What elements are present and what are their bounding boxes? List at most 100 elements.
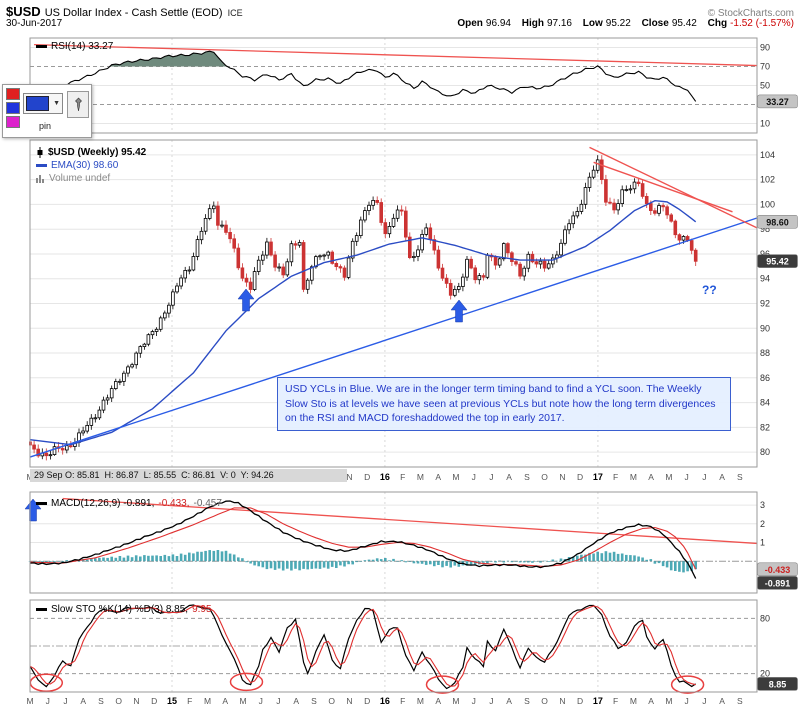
color-swatch-red[interactable] (6, 88, 20, 100)
crosshair-info-bar: 29 Sep O: 85.81 H: 86.87 L: 85.55 C: 86.… (30, 469, 347, 482)
rsi-panel (29, 44, 758, 102)
svg-text:D: D (577, 696, 583, 706)
svg-text:M: M (630, 472, 637, 482)
macd-panel (24, 497, 758, 579)
sto-label-d: 9.95 (192, 604, 212, 615)
rsi-line (29, 50, 697, 102)
downtrend-2 (593, 161, 733, 213)
ycl-uptrend (29, 217, 758, 458)
up-arrow-annotation (450, 299, 468, 323)
price-frame (29, 139, 758, 468)
svg-text:F: F (613, 696, 618, 706)
svg-text:A: A (506, 472, 512, 482)
chart-title: US Dollar Index - Cash Settle (EOD) (44, 7, 223, 19)
sto-frame (29, 599, 758, 693)
svg-text:J: J (46, 696, 50, 706)
svg-text:17: 17 (593, 696, 603, 706)
svg-text:3: 3 (760, 500, 765, 510)
svg-text:F: F (400, 696, 405, 706)
svg-text:M: M (239, 696, 246, 706)
svg-text:A: A (719, 696, 725, 706)
svg-text:90: 90 (760, 43, 770, 53)
svg-text:J: J (489, 472, 493, 482)
line-icon (36, 164, 47, 167)
pushpin-icon (74, 97, 82, 112)
svg-text:J: J (684, 472, 688, 482)
macd-label-main: MACD(12,26,9) -0.891, (51, 498, 155, 509)
svg-text:16: 16 (380, 696, 390, 706)
chart-annotation-note: USD YCLs in Blue. We are in the longer t… (277, 377, 731, 432)
exchange-label: ICE (227, 8, 243, 18)
svg-text:D: D (577, 472, 583, 482)
symbol-label: $USD (6, 4, 41, 19)
high-label: High (521, 18, 544, 29)
annotation-toolbar: ▼ pin (2, 84, 92, 138)
ema-line (29, 199, 697, 446)
sto-legend: Slow STO %K(14) %D(3) 8.85, 9.95 (36, 603, 212, 616)
svg-text:D: D (364, 472, 370, 482)
svg-text:100: 100 (760, 199, 775, 209)
svg-text:F: F (613, 472, 618, 482)
svg-text:D: D (364, 696, 370, 706)
color-swatch-blue[interactable] (6, 102, 20, 114)
quote-strip: Open 96.94 High 97.16 Low 95.22 Close 95.42 … (449, 18, 794, 29)
macd-line (29, 500, 697, 579)
svg-text:N: N (559, 696, 565, 706)
sto-panel (29, 604, 705, 694)
svg-text:50: 50 (760, 81, 770, 91)
svg-text:J: J (276, 696, 280, 706)
volume-label: Volume undef (49, 173, 111, 184)
line-icon (36, 608, 47, 611)
candlestick-icon (37, 147, 43, 158)
chart-date: 30-Jun-2017 (6, 18, 63, 29)
chart-canvas: M J J A S O N D 15 F M A M J J A S O N D 16 F M A M J J A S O N D 17 F M A M… (24, 37, 798, 706)
svg-text:N: N (346, 472, 352, 482)
svg-text:17: 17 (593, 472, 603, 482)
line-icon (36, 45, 47, 48)
svg-text:M: M (452, 472, 459, 482)
pin-button[interactable] (67, 91, 89, 118)
title-group: $USD US Dollar Index - Cash Settle (EOD) I… (6, 3, 243, 21)
svg-text:M: M (630, 696, 637, 706)
svg-text:A: A (435, 696, 441, 706)
svg-text:J: J (63, 696, 67, 706)
svg-text:8.85: 8.85 (769, 679, 787, 689)
color-swatch-magenta[interactable] (6, 116, 20, 128)
ycl-circle-annotation (425, 675, 460, 694)
color-swatch-column (6, 88, 20, 128)
macd-frame (29, 491, 758, 594)
svg-text:J: J (684, 696, 688, 706)
svg-text:A: A (222, 696, 228, 706)
svg-text:A: A (648, 472, 654, 482)
copyright-label: © StockCharts.com (707, 8, 794, 19)
downtrend-1 (589, 146, 758, 229)
close-value: 95.42 (671, 18, 697, 29)
svg-text:86: 86 (760, 373, 770, 383)
svg-text:104: 104 (760, 150, 775, 160)
svg-text:S: S (524, 696, 530, 706)
svg-text:O: O (541, 472, 548, 482)
svg-text:M: M (665, 696, 672, 706)
sto-label-k: Slow STO %K(14) %D(3) 8.85, (51, 604, 189, 615)
selected-color-swatch (26, 96, 50, 111)
chg-label: Chg (707, 18, 728, 29)
svg-text:95.42: 95.42 (766, 257, 789, 267)
svg-text:A: A (648, 696, 654, 706)
macd-signal-line (29, 507, 697, 570)
svg-text:82: 82 (760, 422, 770, 432)
svg-text:S: S (737, 472, 743, 482)
open-value: 96.94 (485, 18, 511, 29)
open-label: Open (457, 18, 483, 29)
macd-trendline (62, 497, 758, 545)
svg-text:80: 80 (760, 447, 770, 457)
svg-text:A: A (435, 472, 441, 482)
svg-text:F: F (187, 696, 192, 706)
question-mark-annotation: ?? (702, 283, 717, 297)
color-dropdown[interactable]: ▼ (23, 93, 63, 114)
ycl-circle-annotation (229, 672, 264, 692)
chart-header: $USD US Dollar Index - Cash Settle (EOD) I… (0, 0, 800, 30)
svg-text:J: J (472, 696, 476, 706)
svg-text:J: J (702, 472, 706, 482)
line-icon (36, 502, 47, 505)
